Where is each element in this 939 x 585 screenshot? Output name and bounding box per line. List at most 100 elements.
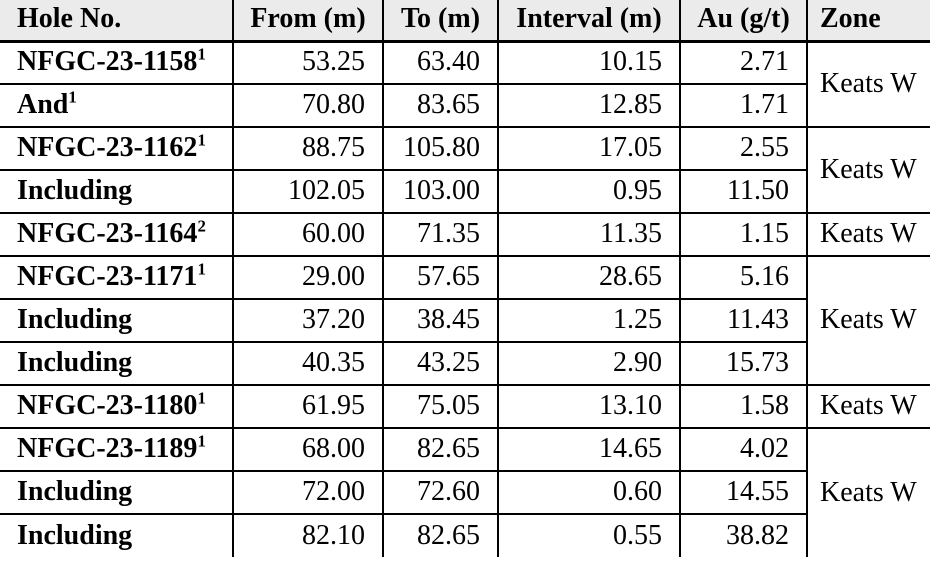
hole-no-cell: Including [0, 471, 233, 515]
from-cell: 70.80 [232, 84, 383, 128]
zone-cell: Keats W [806, 127, 930, 214]
table-header: Hole No. From (m) To (m) Interval (m) Au… [0, 0, 930, 43]
to-cell: 83.65 [382, 84, 498, 128]
hole-no-cell: NFGC-23-11642 [0, 213, 233, 257]
au-cell: 11.50 [679, 170, 807, 214]
hole-no-cell: Including [0, 299, 233, 343]
header-from: From (m) [232, 0, 383, 43]
table-row: And1 70.80 83.65 12.85 1.71 [0, 84, 930, 128]
table-row: NFGC-23-11581 53.25 63.40 10.15 2.71 Keats W [0, 41, 930, 128]
table-row: NFGC-23-11891 68.00 82.65 14.65 4.02 Keats W [0, 428, 930, 557]
hole-no-cell: NFGC-23-11711 [0, 256, 233, 300]
from-cell: 60.00 [232, 213, 383, 257]
hole-no-label: Including [17, 347, 133, 379]
interval-cell: 14.65 [497, 428, 680, 472]
to-cell: 82.65 [382, 428, 498, 472]
table-row: Including 72.00 72.60 0.60 14.55 [0, 471, 930, 515]
hole-no-cell: Including [0, 514, 233, 557]
hole-no-label: Including [17, 476, 133, 508]
au-cell: 11.43 [679, 299, 807, 343]
footnote-superscript: 1 [197, 130, 206, 150]
zone-cell: Keats W [806, 385, 930, 429]
footnote-superscript: 1 [197, 388, 206, 408]
interval-cell: 17.05 [497, 127, 680, 171]
au-cell: 2.55 [679, 127, 807, 171]
from-cell: 88.75 [232, 127, 383, 171]
footnote-superscript: 1 [197, 45, 206, 65]
from-cell: 37.20 [232, 299, 383, 343]
au-cell: 15.73 [679, 342, 807, 386]
footnote-superscript: 1 [197, 431, 206, 451]
hole-no-label: NFGC-23-1164 [17, 218, 198, 250]
hole-no-label: Including [17, 304, 133, 336]
from-cell: 61.95 [232, 385, 383, 429]
hole-no-label: NFGC-23-1189 [17, 433, 198, 465]
to-cell: 75.05 [382, 385, 498, 429]
au-cell: 38.82 [679, 514, 807, 557]
hole-no-label: NFGC-23-1158 [17, 46, 198, 78]
hole-no-label: NFGC-23-1180 [17, 390, 198, 422]
interval-cell: 0.55 [497, 514, 680, 557]
au-cell: 1.58 [679, 385, 807, 429]
header-zone: Zone [806, 0, 930, 43]
footnote-superscript: 1 [68, 87, 77, 107]
interval-cell: 13.10 [497, 385, 680, 429]
from-cell: 29.00 [232, 256, 383, 300]
interval-cell: 11.35 [497, 213, 680, 257]
hole-no-cell: NFGC-23-11621 [0, 127, 233, 171]
hole-no-cell: NFGC-23-11801 [0, 385, 233, 429]
zone-cell: Keats W [806, 256, 930, 386]
to-cell: 82.65 [382, 514, 498, 557]
table-row: NFGC-23-11801 61.95 75.05 13.10 1.58 Keats W [0, 385, 930, 429]
table-row: Including 37.20 38.45 1.25 11.43 [0, 299, 930, 343]
interval-cell: 28.65 [497, 256, 680, 300]
hole-no-label: NFGC-23-1171 [17, 261, 198, 293]
zone-cell: Keats W [806, 41, 930, 128]
au-cell: 1.71 [679, 84, 807, 128]
from-cell: 40.35 [232, 342, 383, 386]
interval-cell: 2.90 [497, 342, 680, 386]
table-row: NFGC-23-11711 29.00 57.65 28.65 5.16 Keats W [0, 256, 930, 386]
header-au: Au (g/t) [679, 0, 807, 43]
hole-no-label: NFGC-23-1162 [17, 132, 198, 164]
header-hole-no: Hole No. [0, 0, 233, 43]
to-cell: 57.65 [382, 256, 498, 300]
table-row: Including 40.35 43.25 2.90 15.73 [0, 342, 930, 386]
table-row: NFGC-23-11642 60.00 71.35 11.35 1.15 Keats W [0, 213, 930, 257]
from-cell: 53.25 [232, 41, 383, 85]
hole-no-cell: NFGC-23-11581 [0, 41, 233, 85]
hole-no-cell: And1 [0, 84, 233, 128]
table-row: Including 102.05 103.00 0.95 11.50 [0, 170, 930, 214]
interval-cell: 0.60 [497, 471, 680, 515]
interval-cell: 1.25 [497, 299, 680, 343]
from-cell: 82.10 [232, 514, 383, 557]
interval-cell: 0.95 [497, 170, 680, 214]
to-cell: 103.00 [382, 170, 498, 214]
interval-cell: 10.15 [497, 41, 680, 85]
table-row: NFGC-23-11621 88.75 105.80 17.05 2.55 Keats W [0, 127, 930, 214]
hole-no-label: Including [17, 519, 133, 551]
au-cell: 4.02 [679, 428, 807, 472]
footnote-superscript: 2 [197, 216, 206, 236]
from-cell: 68.00 [232, 428, 383, 472]
footnote-superscript: 1 [197, 259, 206, 279]
au-cell: 5.16 [679, 256, 807, 300]
hole-no-label: Including [17, 175, 133, 207]
from-cell: 102.05 [232, 170, 383, 214]
to-cell: 38.45 [382, 299, 498, 343]
zone-cell: Keats W [806, 428, 930, 557]
to-cell: 43.25 [382, 342, 498, 386]
au-cell: 14.55 [679, 471, 807, 515]
hole-no-cell: Including [0, 342, 233, 386]
hole-no-label: And [17, 89, 69, 121]
to-cell: 72.60 [382, 471, 498, 515]
header-interval: Interval (m) [497, 0, 680, 43]
to-cell: 71.35 [382, 213, 498, 257]
to-cell: 105.80 [382, 127, 498, 171]
to-cell: 63.40 [382, 41, 498, 85]
hole-no-cell: NFGC-23-11891 [0, 428, 233, 472]
au-cell: 2.71 [679, 41, 807, 85]
drill-results-table: Hole No. From (m) To (m) Interval (m) Au… [0, 0, 930, 557]
interval-cell: 12.85 [497, 84, 680, 128]
